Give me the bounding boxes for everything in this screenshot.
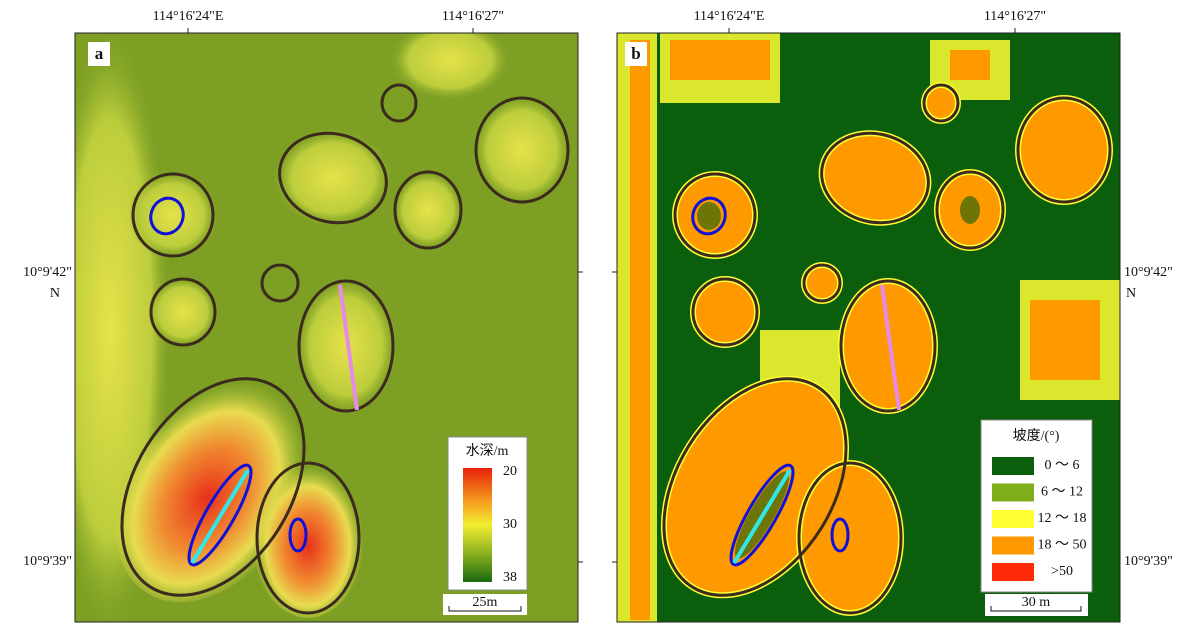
legend-label: 18 ～ 50 [1038,538,1087,553]
depth-raster [75,33,578,622]
legend-label: >50 [1051,564,1073,579]
scale-bar: 30 m [985,594,1088,616]
legend-label: 6 ～ 12 [1041,485,1083,500]
scale-bar: 25m [443,594,527,615]
legend-tick: 20 [503,464,517,479]
panel-label: b [631,44,640,63]
lat-label: 10°9'39" [23,554,72,569]
coordinates: 114°16'24"E 114°16'27" 114°16'24"E 114°1… [23,9,1173,569]
scale-label: 25m [473,595,498,610]
lat-label: N [50,286,60,301]
lat-label: 10°9'42" [23,265,72,280]
lon-label: 114°16'27" [984,9,1046,24]
legend-swatch [992,536,1034,555]
scale-label: 30 m [1022,595,1051,610]
lon-label: 114°16'27" [442,9,504,24]
lon-label: 114°16'24"E [694,9,765,24]
lat-label: 10°9'39" [1124,554,1173,569]
legend-title: 水深/m [466,443,509,459]
lon-label: 114°16'24"E [153,9,224,24]
legend-swatch [992,563,1034,581]
lat-label: 10°9'42" [1124,265,1173,280]
legend-title: 坡度/(°) [1013,428,1060,444]
slope-raster [617,33,1120,622]
legend-label: 12 ～ 18 [1038,511,1087,526]
depth-legend: 水深/m 20 30 38 [447,436,528,591]
legend-swatch [992,483,1034,502]
legend-tick: 38 [503,570,517,585]
lat-label: N [1126,286,1136,301]
slope-legend: 坡度/(°) 0 ～ 6 6 ～ 12 12 ～ 18 18 ～ 50 >50 [980,419,1093,593]
legend-swatch [992,510,1034,528]
panel-label: a [95,44,104,63]
legend-swatch [992,457,1034,475]
legend-label: 0 ～ 6 [1045,458,1080,473]
legend-tick: 30 [503,517,517,532]
